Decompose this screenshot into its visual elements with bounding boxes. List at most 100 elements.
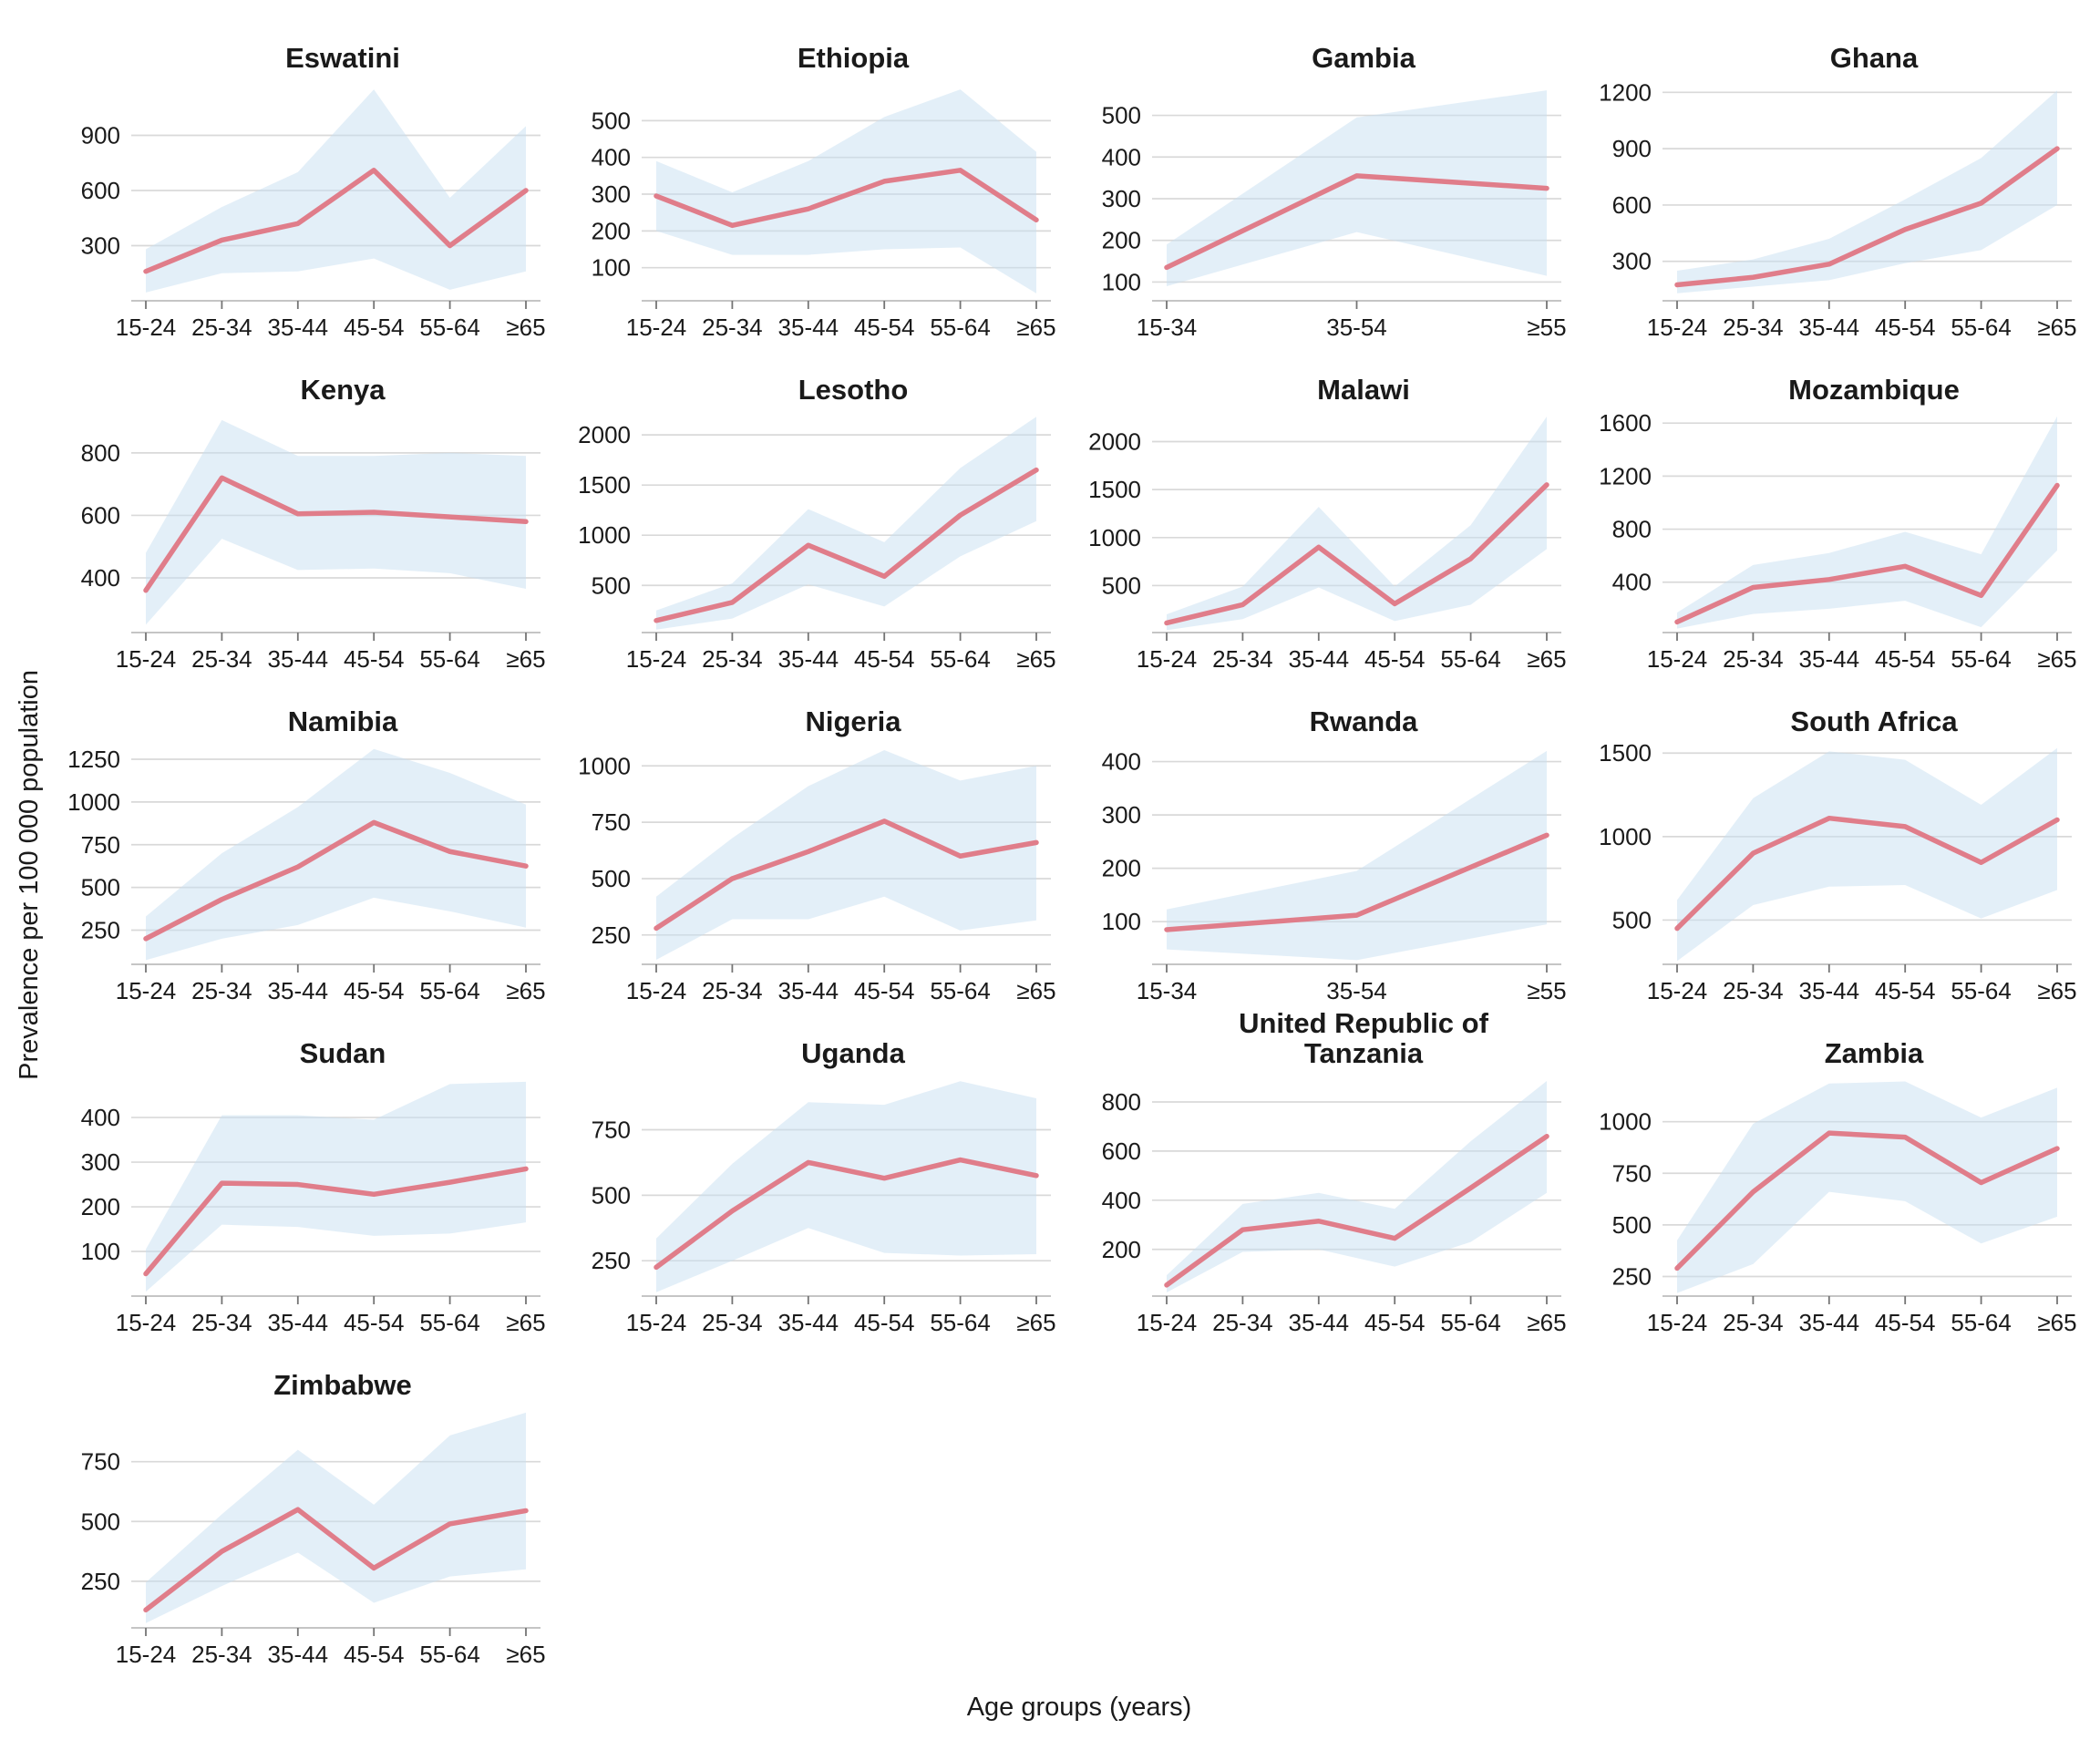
x-tick-label: 15-24 [116, 1309, 177, 1336]
y-tick-label: 750 [81, 831, 120, 859]
x-tick-label: 25-34 [702, 1309, 763, 1336]
y-tick-label: 500 [1612, 1211, 1652, 1239]
x-tick-label: 45-54 [1875, 645, 1936, 673]
y-tick-label: 400 [1102, 1187, 1141, 1214]
prevalence-line [654, 818, 1039, 932]
panel-lesotho: Lesotho 15-24 25-34 35-44 45-54 55-64 ≥65 500 10… [569, 348, 1079, 680]
x-tick-label: 55-64 [930, 314, 991, 341]
y-tick-label: 750 [592, 1116, 631, 1143]
x-tick-label: ≥65 [506, 977, 545, 1004]
chart-malawi: 15-24 25-34 35-44 45-54 55-64 ≥65 500 1000 1500 2… [1088, 417, 1567, 673]
confidence-band [1167, 1081, 1547, 1292]
prevalence-line [654, 467, 1039, 623]
x-tick-label: 55-64 [419, 314, 479, 341]
y-tick-label: 100 [1102, 908, 1141, 935]
x-tick-label: 15-34 [1137, 314, 1198, 341]
chart-ethiopia: 15-24 25-34 35-44 45-54 55-64 ≥65 100 200 300 400… [592, 89, 1056, 341]
x-tick-label: ≥65 [1016, 645, 1055, 673]
panel-nigeria: Nigeria 15-24 25-34 35-44 45-54 55-64 ≥65 250 50… [569, 680, 1079, 1012]
y-tick-label: 400 [1102, 143, 1141, 170]
prevalence-line [1674, 146, 2060, 288]
panel-title-eswatini: Eswatini [285, 42, 400, 74]
y-tick-label: 1000 [578, 752, 631, 779]
x-tick-label: 45-54 [1875, 1309, 1936, 1336]
prevalence-line [1674, 815, 2060, 932]
x-tick-label: 25-34 [1723, 1309, 1784, 1336]
y-tick-label: 1250 [67, 746, 120, 773]
x-tick-label: 45-54 [854, 314, 915, 341]
x-tick-label: 55-64 [1440, 645, 1501, 673]
x-tick-label: 25-34 [1212, 645, 1273, 673]
y-tick-label: 300 [1102, 185, 1141, 212]
confidence-band [146, 1081, 526, 1292]
x-tick-label: 45-54 [344, 1641, 405, 1668]
x-tick-label: 15-24 [1647, 977, 1708, 1004]
x-tick-label: 35-44 [268, 1309, 329, 1336]
x-tick-label: 55-64 [1951, 645, 2012, 673]
y-tick-label: 1000 [578, 521, 631, 549]
prevalence-line [143, 1507, 529, 1613]
y-tick-label: 800 [1102, 1088, 1141, 1116]
chart-ghana: 15-24 25-34 35-44 45-54 55-64 ≥65 300 600 900 120… [1599, 78, 2076, 341]
panel-sudan: Sudan 15-24 25-34 35-44 45-54 55-64 ≥65 100 200 3… [58, 1012, 569, 1343]
panel-title-united-republic-of-tanzania: United Republic of Tanzania [1239, 1007, 1488, 1069]
x-tick-label: 25-34 [191, 645, 252, 673]
y-tick-label: 400 [1612, 569, 1652, 596]
confidence-band [1677, 90, 2057, 293]
x-tick-label: 25-34 [191, 1641, 252, 1668]
chart-united-republic-of-tanzania: 15-24 25-34 35-44 45-54 55-64 ≥65 200 400 600 800 [1102, 1081, 1567, 1336]
prevalence-line [143, 1166, 529, 1277]
x-tick-label: ≥65 [1016, 977, 1055, 1004]
x-tick-label: 15-24 [116, 645, 177, 673]
panel-zambia: Zambia 15-24 25-34 35-44 45-54 55-64 ≥65 250 500… [1590, 1012, 2100, 1343]
panel-gambia: Gambia 15-34 35-54 ≥55 100 200 300 400 500 [1079, 16, 1590, 348]
x-tick-label: 35-44 [778, 1309, 839, 1336]
y-tick-label: 250 [81, 917, 120, 944]
x-tick-label: ≥65 [506, 1309, 545, 1336]
y-tick-label: 300 [1612, 248, 1652, 275]
x-tick-label: 35-44 [778, 645, 839, 673]
prevalence-line [1674, 1130, 2060, 1271]
prevalence-line [143, 475, 529, 593]
confidence-band [1677, 1081, 2057, 1293]
y-tick-label: 250 [1612, 1262, 1652, 1290]
y-tick-label: 500 [81, 1508, 120, 1535]
x-tick-label: 45-54 [1875, 314, 1936, 341]
panels-grid: Eswatini 15-24 25-34 35-44 45-54 55-64 ≥65 300 6… [58, 16, 2100, 1675]
x-tick-label: 55-64 [419, 977, 479, 1004]
y-tick-label: 100 [592, 254, 631, 282]
x-tick-label: 25-34 [191, 1309, 252, 1336]
x-tick-label: ≥65 [506, 645, 545, 673]
y-tick-label: 200 [81, 1193, 120, 1220]
y-tick-label: 500 [1102, 102, 1141, 129]
y-tick-label: 900 [1612, 135, 1652, 162]
x-tick-label: 35-44 [1799, 645, 1860, 673]
panel-zimbabwe: Zimbabwe 15-24 25-34 35-44 45-54 55-64 ≥65 250 5… [58, 1343, 569, 1675]
x-tick-label: ≥65 [1016, 1309, 1055, 1336]
x-tick-label: 35-44 [268, 314, 329, 341]
x-tick-label: 35-44 [1799, 977, 1860, 1004]
x-tick-label: 55-64 [1951, 977, 2012, 1004]
x-tick-label: ≥65 [506, 1641, 545, 1668]
x-tick-label: 55-64 [1951, 1309, 2012, 1336]
x-tick-label: 15-24 [1647, 1309, 1708, 1336]
y-tick-label: 1500 [578, 471, 631, 499]
x-tick-label: ≥65 [2037, 977, 2076, 1004]
y-tick-label: 1200 [1599, 462, 1652, 489]
prevalence-line [1164, 482, 1549, 626]
x-tick-label: ≥65 [506, 314, 545, 341]
panel-title-ghana: Ghana [1829, 42, 1919, 74]
x-tick-label: 15-24 [626, 977, 687, 1004]
panel-title-uganda: Uganda [801, 1037, 905, 1069]
y-tick-label: 1200 [1599, 78, 1652, 106]
x-tick-label: 15-24 [1137, 1309, 1198, 1336]
x-tick-label: 35-54 [1326, 977, 1387, 1004]
y-tick-label: 600 [81, 177, 120, 204]
x-tick-label: 45-54 [854, 977, 915, 1004]
x-tick-label: 45-54 [1364, 645, 1426, 673]
prevalence-line [654, 168, 1039, 229]
panel-united-republic-of-tanzania: United Republic of Tanzania 15-24 25-34 35-… [1079, 1007, 1590, 1343]
x-tick-label: ≥65 [1527, 645, 1566, 673]
x-tick-label: 35-44 [1289, 1309, 1350, 1336]
